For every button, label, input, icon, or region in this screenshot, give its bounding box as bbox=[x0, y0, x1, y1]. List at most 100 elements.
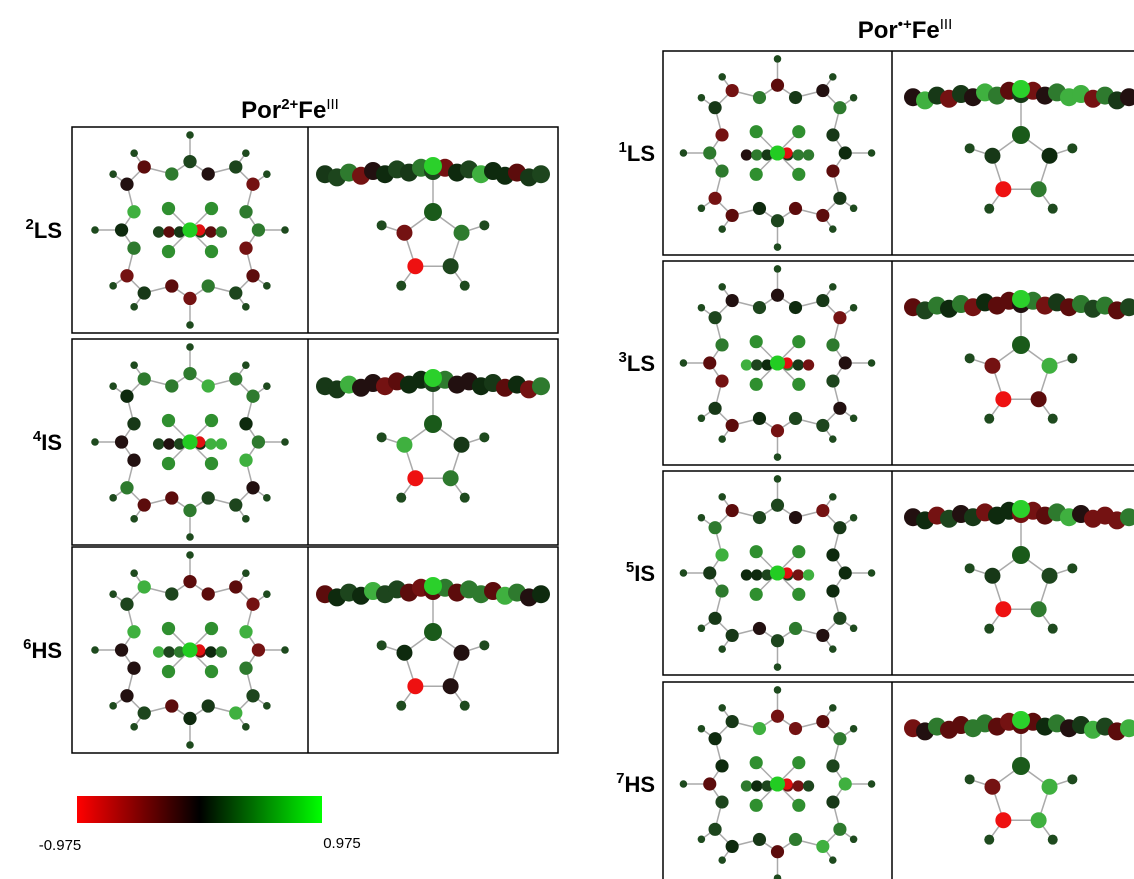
atom bbox=[792, 378, 805, 391]
molecule-side-view bbox=[904, 290, 1134, 424]
atom bbox=[715, 759, 728, 772]
atom bbox=[263, 702, 271, 710]
atom bbox=[680, 359, 688, 367]
atom bbox=[109, 590, 117, 598]
atom bbox=[1012, 546, 1030, 564]
atom bbox=[703, 146, 716, 159]
atom bbox=[726, 209, 739, 222]
atom bbox=[774, 55, 782, 63]
title-base: Por bbox=[858, 17, 898, 44]
atom bbox=[162, 245, 175, 258]
atom bbox=[770, 776, 785, 791]
atom bbox=[242, 149, 250, 157]
atom bbox=[460, 281, 470, 291]
atom bbox=[1012, 126, 1030, 144]
spin-state: LS bbox=[627, 351, 655, 376]
atom bbox=[751, 149, 762, 160]
atom bbox=[789, 833, 802, 846]
atom bbox=[205, 457, 218, 470]
row-label: 4IS bbox=[33, 428, 62, 455]
atom bbox=[242, 303, 250, 311]
atom bbox=[138, 372, 151, 385]
panel-frame bbox=[663, 261, 1134, 465]
atom bbox=[165, 587, 178, 600]
atom bbox=[829, 283, 837, 291]
atom bbox=[165, 379, 178, 392]
atom bbox=[868, 149, 876, 157]
atom bbox=[1012, 80, 1030, 98]
atom bbox=[205, 202, 218, 215]
atom bbox=[771, 710, 784, 723]
atom bbox=[242, 723, 250, 731]
spin-state: LS bbox=[34, 218, 62, 243]
atom bbox=[205, 438, 216, 449]
atom bbox=[726, 84, 739, 97]
atom bbox=[460, 493, 470, 503]
atom bbox=[680, 569, 688, 577]
atom bbox=[127, 417, 140, 430]
atom bbox=[120, 481, 133, 494]
atom bbox=[138, 498, 151, 511]
figure: Por2+FeIII Por•+FeIII -0.975 0.975 2LS4I… bbox=[0, 0, 1134, 879]
atom bbox=[753, 511, 766, 524]
atom bbox=[816, 84, 829, 97]
atom bbox=[965, 143, 975, 153]
atom bbox=[965, 353, 975, 363]
atom bbox=[839, 146, 852, 159]
atom bbox=[242, 569, 250, 577]
atom bbox=[396, 225, 412, 241]
atom bbox=[984, 414, 994, 424]
atom bbox=[789, 91, 802, 104]
atom bbox=[984, 624, 994, 634]
atom bbox=[216, 646, 227, 657]
atom bbox=[263, 170, 271, 178]
atom bbox=[1012, 757, 1030, 775]
row-label: 2LS bbox=[26, 216, 62, 243]
atom bbox=[868, 569, 876, 577]
atom bbox=[816, 840, 829, 853]
atom bbox=[816, 209, 829, 222]
atom bbox=[984, 204, 994, 214]
atom bbox=[698, 205, 706, 213]
atom bbox=[1067, 774, 1077, 784]
atom bbox=[984, 568, 1000, 584]
atom bbox=[829, 493, 837, 501]
atom bbox=[443, 258, 459, 274]
atom bbox=[239, 417, 252, 430]
atom bbox=[165, 167, 178, 180]
atom bbox=[826, 374, 839, 387]
atom bbox=[833, 732, 846, 745]
atom bbox=[995, 391, 1011, 407]
atom bbox=[833, 521, 846, 534]
atom bbox=[183, 292, 196, 305]
atom bbox=[839, 356, 852, 369]
atom bbox=[826, 338, 839, 351]
atom bbox=[239, 625, 252, 638]
molecule-side-view bbox=[904, 80, 1134, 214]
atom bbox=[205, 665, 218, 678]
atom bbox=[377, 220, 387, 230]
atom bbox=[407, 258, 423, 274]
atom bbox=[826, 164, 839, 177]
atom bbox=[703, 777, 716, 790]
title-metal: Fe bbox=[912, 17, 940, 44]
atom bbox=[771, 214, 784, 227]
atom bbox=[229, 286, 242, 299]
atom bbox=[718, 73, 726, 81]
atom bbox=[396, 645, 412, 661]
atom bbox=[216, 438, 227, 449]
atom bbox=[718, 283, 726, 291]
atom bbox=[120, 269, 133, 282]
atom bbox=[1012, 711, 1030, 729]
spin-state: HS bbox=[31, 638, 62, 663]
atom bbox=[718, 645, 726, 653]
atom bbox=[829, 856, 837, 864]
atom bbox=[680, 149, 688, 157]
atom bbox=[202, 491, 215, 504]
atom bbox=[460, 701, 470, 711]
atom bbox=[182, 222, 197, 237]
atom bbox=[1042, 148, 1058, 164]
atom bbox=[163, 646, 174, 657]
spin-state: LS bbox=[627, 141, 655, 166]
atom bbox=[252, 435, 265, 448]
